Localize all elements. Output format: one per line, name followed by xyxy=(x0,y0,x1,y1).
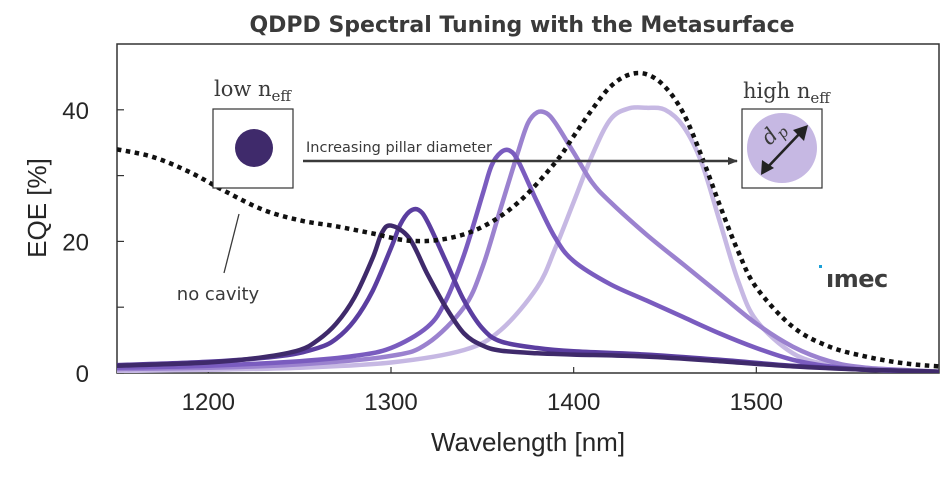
imec-logo: ımec xyxy=(819,265,888,293)
no-cavity-label: no cavity xyxy=(177,284,260,305)
series-no-cavity xyxy=(117,70,939,369)
logo-dot xyxy=(819,265,822,268)
logo-text: ımec xyxy=(826,265,888,293)
axis-ticks: 1200 1300 1400 1500 0 20 40 xyxy=(62,98,783,416)
series-pillar-4 xyxy=(117,109,939,373)
x-tick-label: 1500 xyxy=(730,389,783,416)
y-tick-label: 40 xyxy=(62,98,89,125)
high-neff-label: high neff xyxy=(743,79,831,107)
small-pillar-icon xyxy=(235,129,273,167)
diameter-arrow-icon xyxy=(761,125,808,175)
x-axis-label: Wavelength [nm] xyxy=(431,427,625,457)
low-neff-label: low neff xyxy=(214,77,292,105)
chart-title: QDPD Spectral Tuning with the Metasurfac… xyxy=(249,13,794,38)
y-axis-label: EQE [%] xyxy=(22,158,52,258)
plot-frame xyxy=(116,43,940,374)
series-pillar-1 xyxy=(117,223,939,373)
x-tick-label: 1300 xyxy=(364,389,417,416)
x-tick-label: 1400 xyxy=(547,389,600,416)
x-tick-label: 1200 xyxy=(182,389,235,416)
large-pillar-icon xyxy=(747,113,817,183)
no-cavity-leader-line xyxy=(223,213,240,274)
pillar-arrow-label: Increasing pillar diameter xyxy=(306,140,492,156)
y-tick-label: 20 xyxy=(62,229,89,256)
y-tick-label: 0 xyxy=(76,361,89,388)
